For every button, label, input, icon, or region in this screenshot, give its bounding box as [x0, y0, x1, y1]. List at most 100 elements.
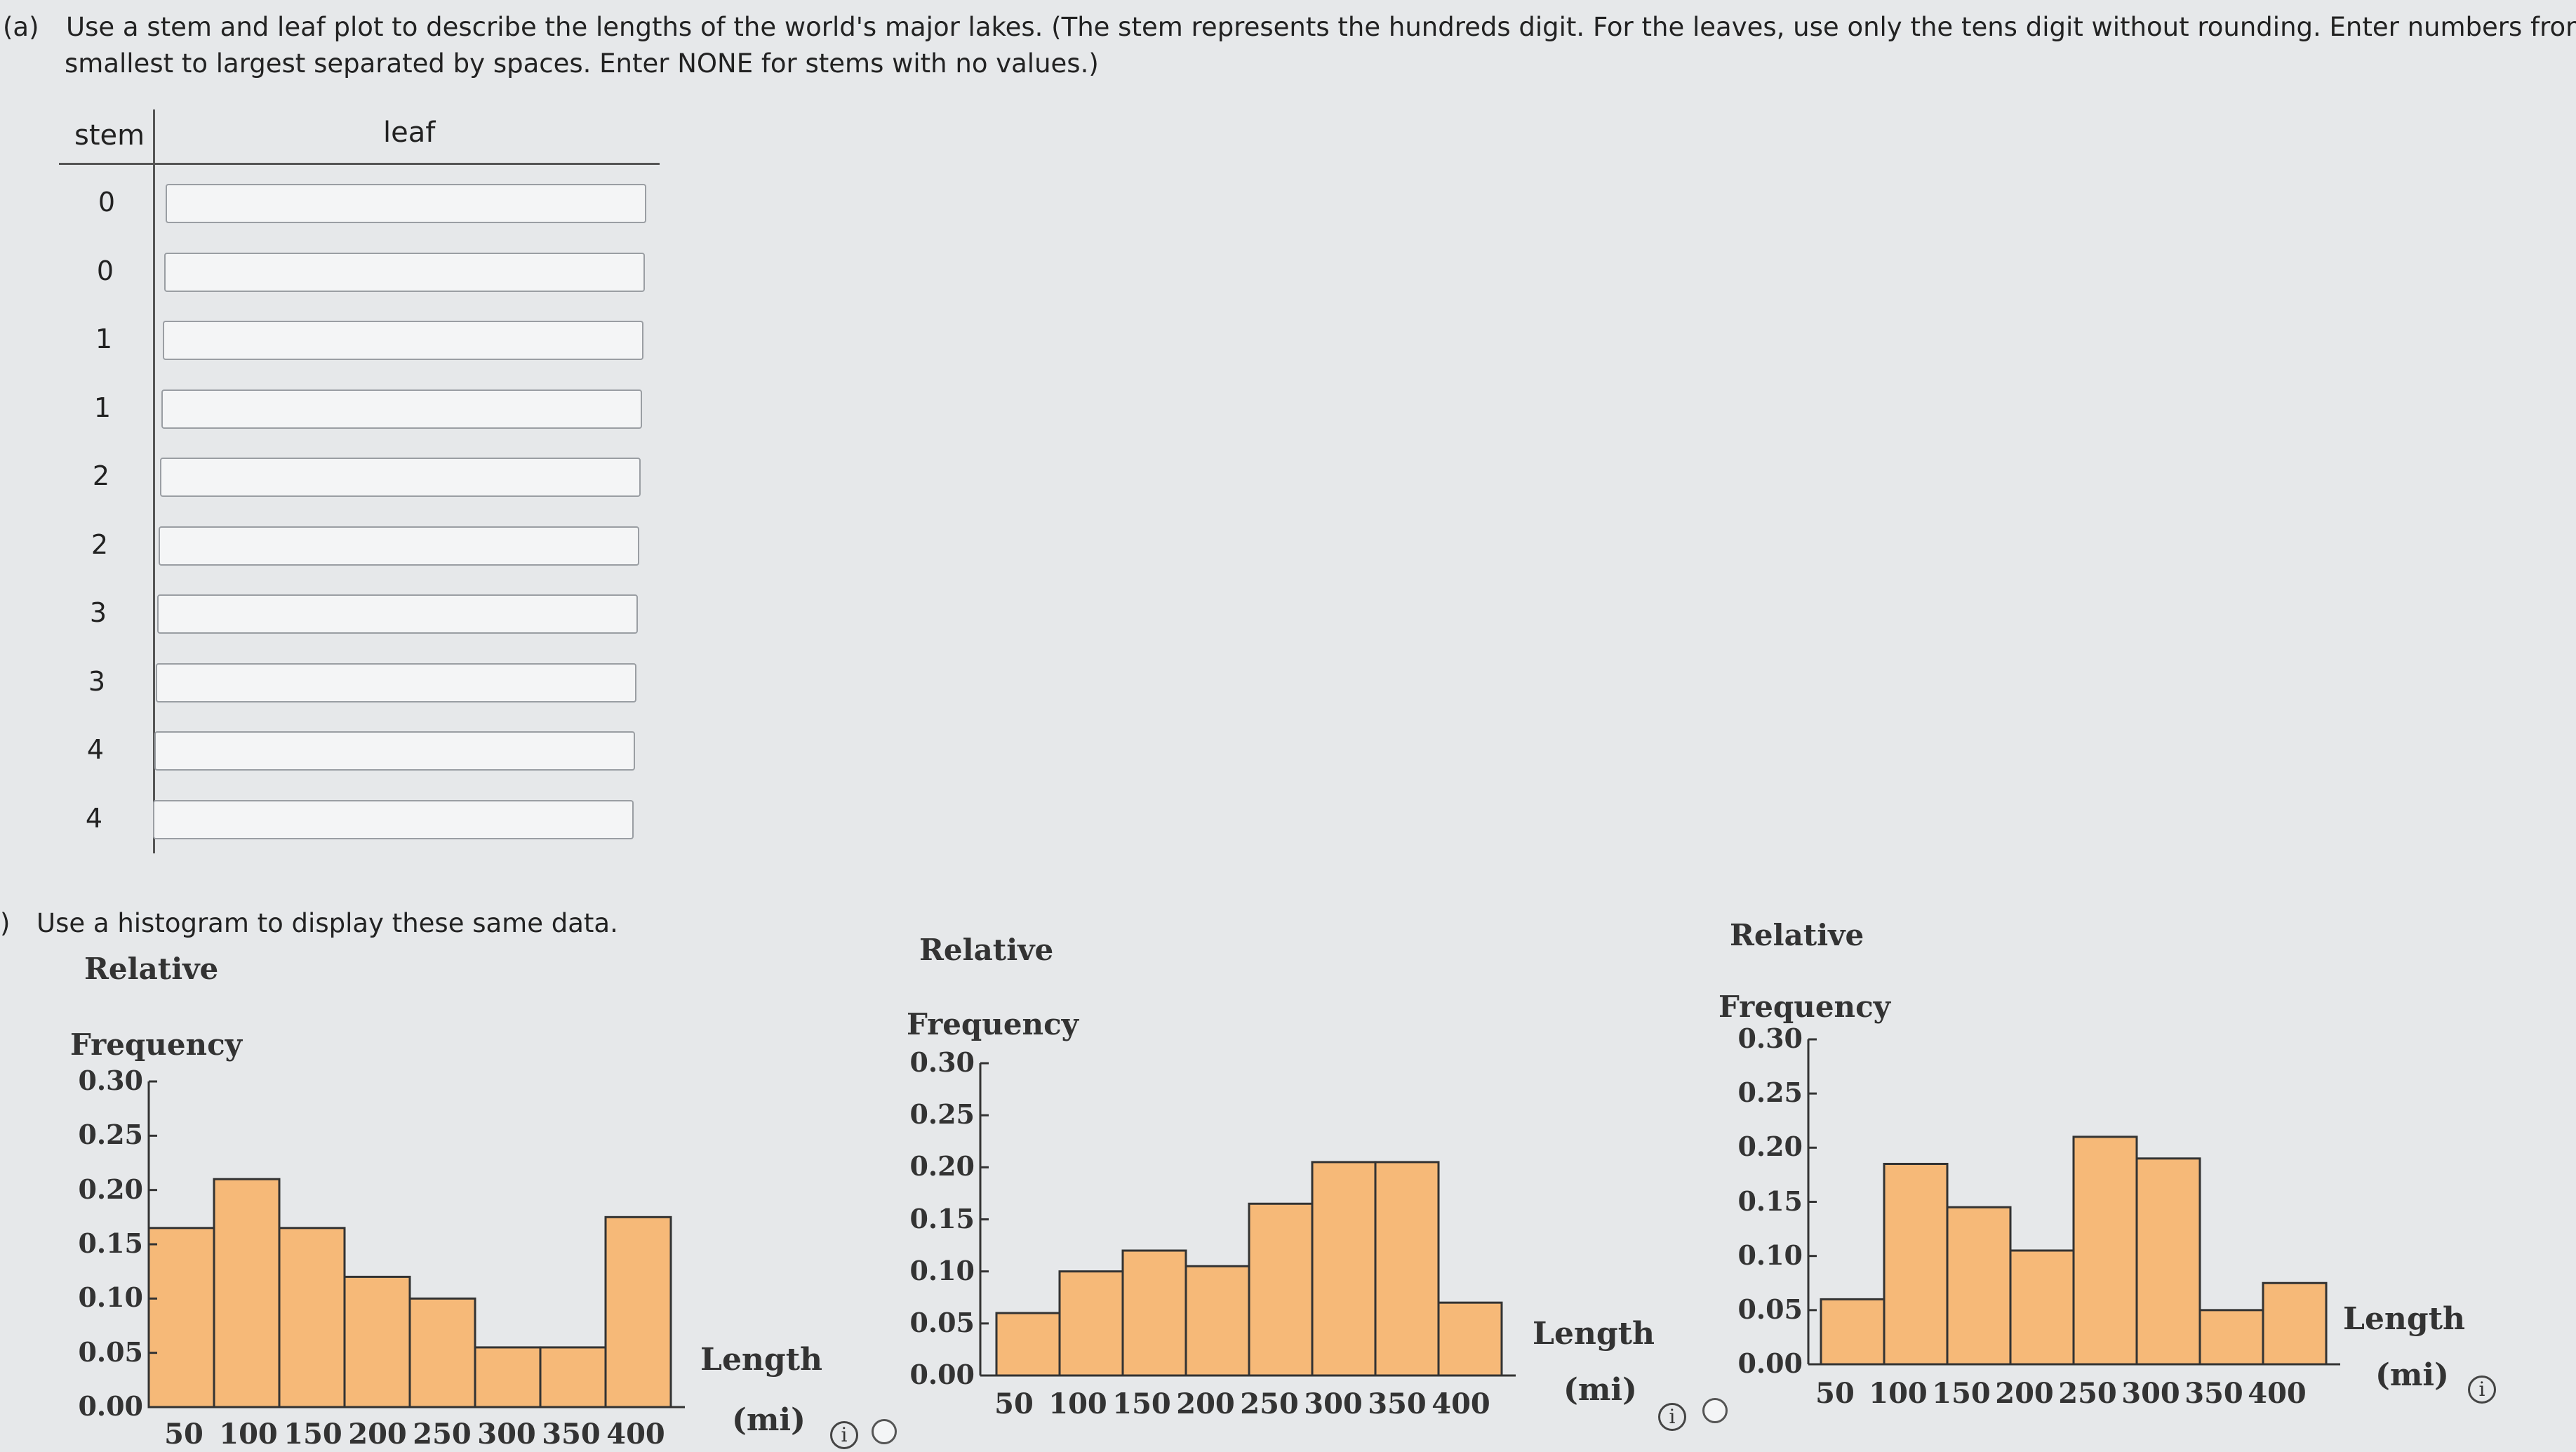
- histogram-bar: [1311, 1161, 1377, 1377]
- histogram-option-1: Relative Frequency 0.30 0.25 0.20 0.15 0.10 0.0…: [0, 952, 912, 1452]
- x-tick-label: 150: [1932, 1377, 1991, 1410]
- ylabel-relative: Relative: [919, 933, 1054, 967]
- y-tick-label: 0.05: [78, 1336, 143, 1368]
- leaf-input-row-8[interactable]: [156, 662, 636, 702]
- leaf-input-row-3[interactable]: [163, 321, 643, 360]
- histogram-plot: [147, 1080, 685, 1408]
- stem-value: 0: [96, 255, 114, 286]
- stem-value: 2: [92, 460, 110, 491]
- ylabel-frequency: Frequency: [907, 1007, 1079, 1041]
- x-tick-label: 150: [283, 1418, 342, 1451]
- leaf-input-row-2[interactable]: [164, 252, 645, 292]
- stem-leaf-table: stem leaf 0 0 1 1 2 2 3 3 4 4: [0, 105, 674, 863]
- leaf-input-row-10[interactable]: [153, 799, 634, 839]
- part-a-instruction-line2: smallest to largest separated by spaces.…: [65, 48, 1099, 79]
- histogram-bar: [1248, 1202, 1314, 1377]
- y-tick-label: 0.10: [78, 1281, 143, 1314]
- y-tick-label: 0.25: [78, 1119, 143, 1151]
- x-tick-label: 250: [2058, 1377, 2117, 1410]
- leaf-input-row-9[interactable]: [154, 731, 635, 771]
- x-tick-label: 100: [1869, 1377, 1928, 1410]
- histogram-bar: [1883, 1162, 1949, 1366]
- histogram-bar: [343, 1275, 411, 1408]
- leaf-input-row-4[interactable]: [161, 389, 642, 429]
- histogram-bar: [995, 1312, 1061, 1377]
- histogram-bar: [1437, 1301, 1503, 1377]
- stem-value: 1: [95, 324, 113, 354]
- y-tick-label: 0.30: [78, 1065, 143, 1096]
- x-tick-label: 250: [1240, 1387, 1299, 1420]
- y-tick-label: 0.15: [909, 1202, 975, 1234]
- y-tick-label: 0.25: [1737, 1077, 1803, 1109]
- y-tick-label: 0.20: [909, 1150, 975, 1183]
- part-a-label: (a): [3, 12, 39, 42]
- y-tick-label: 0.30: [909, 1046, 975, 1078]
- part-b-instruction: Use a histogram to display these same da…: [36, 908, 618, 938]
- x-tick-label: 50: [164, 1418, 203, 1451]
- x-tick-label: 50: [1815, 1377, 1855, 1410]
- y-tick-label: 0.05: [909, 1306, 975, 1338]
- x-tick-label: 400: [606, 1418, 665, 1451]
- histogram-bar: [408, 1297, 476, 1408]
- xlabel-unit: (mi): [2375, 1357, 2449, 1393]
- ylabel-relative: Relative: [1730, 918, 1864, 952]
- histogram-bar: [1374, 1161, 1440, 1377]
- y-tick-label: 0.15: [1737, 1185, 1803, 1217]
- histogram-bar: [1946, 1206, 2012, 1366]
- xlabel-unit: (mi): [732, 1402, 806, 1438]
- x-tick-label: 300: [2121, 1377, 2180, 1410]
- stem-value: 0: [98, 187, 116, 218]
- histogram-bar: [604, 1215, 672, 1408]
- histogram-bar: [2262, 1281, 2328, 1366]
- histogram-plot: [979, 1062, 1516, 1377]
- ylabel-frequency: Frequency: [70, 1027, 243, 1062]
- y-tick-label: 0.30: [1737, 1023, 1803, 1054]
- x-tick-label: 100: [1048, 1387, 1107, 1420]
- histogram-bar: [1820, 1298, 1886, 1366]
- stem-value: 4: [85, 802, 103, 834]
- histogram-bar: [2198, 1309, 2264, 1366]
- x-tick-label: 300: [477, 1418, 536, 1451]
- histogram-bar: [213, 1178, 281, 1408]
- leaf-input-row-6[interactable]: [159, 526, 639, 566]
- histogram-bar: [1184, 1265, 1250, 1377]
- histogram-option-3: Relative Frequency 0.30 0.25 0.20 0.15 0.10 0.0…: [1646, 918, 2576, 1452]
- y-tick-label: 0.15: [78, 1227, 143, 1259]
- x-tick-label: 200: [348, 1418, 407, 1451]
- stem-header: stem: [74, 119, 145, 152]
- histogram-bar: [2072, 1135, 2138, 1366]
- x-tick-label: 50: [994, 1387, 1034, 1420]
- part-b-label: ): [0, 908, 11, 938]
- x-tick-label: 250: [413, 1418, 472, 1451]
- histogram-bar: [278, 1227, 346, 1408]
- xlabel-length: Length: [2343, 1301, 2466, 1337]
- info-icon[interactable]: i: [2468, 1376, 2496, 1404]
- info-icon[interactable]: i: [830, 1421, 858, 1449]
- histogram-bar: [2009, 1249, 2075, 1366]
- y-tick-label: 0.00: [909, 1359, 975, 1390]
- x-tick-label: 350: [2184, 1377, 2243, 1410]
- y-tick-label: 0.00: [1737, 1347, 1803, 1379]
- header-divider: [59, 163, 660, 165]
- histogram-choice-radio[interactable]: [872, 1419, 897, 1444]
- leaf-input-row-5[interactable]: [160, 458, 641, 497]
- y-tick-label: 0.25: [909, 1098, 975, 1131]
- x-tick-label: 400: [2248, 1377, 2307, 1410]
- leaf-input-row-1[interactable]: [166, 184, 646, 223]
- leaf-input-row-7[interactable]: [157, 594, 638, 634]
- y-tick-label: 0.10: [1737, 1239, 1803, 1271]
- xlabel-length: Length: [700, 1342, 823, 1378]
- x-tick-label: 100: [219, 1418, 278, 1451]
- histogram-bar: [474, 1346, 542, 1408]
- histogram-option-2: Relative Frequency 0.30 0.25 0.20 0.15 0.10 0.0…: [828, 933, 1728, 1452]
- leaf-header: leaf: [383, 116, 436, 149]
- part-a-instruction-line1: Use a stem and leaf plot to describe the…: [66, 12, 2576, 42]
- y-tick-label: 0.00: [78, 1390, 143, 1422]
- stem-value: 2: [91, 528, 109, 560]
- y-tick-label: 0.10: [909, 1254, 975, 1286]
- info-icon[interactable]: i: [1658, 1403, 1686, 1431]
- histogram-choice-radio[interactable]: [1702, 1398, 1728, 1423]
- stem-value: 3: [89, 597, 107, 628]
- y-tick-label: 0.05: [1737, 1293, 1803, 1325]
- stem-value: 4: [86, 734, 105, 765]
